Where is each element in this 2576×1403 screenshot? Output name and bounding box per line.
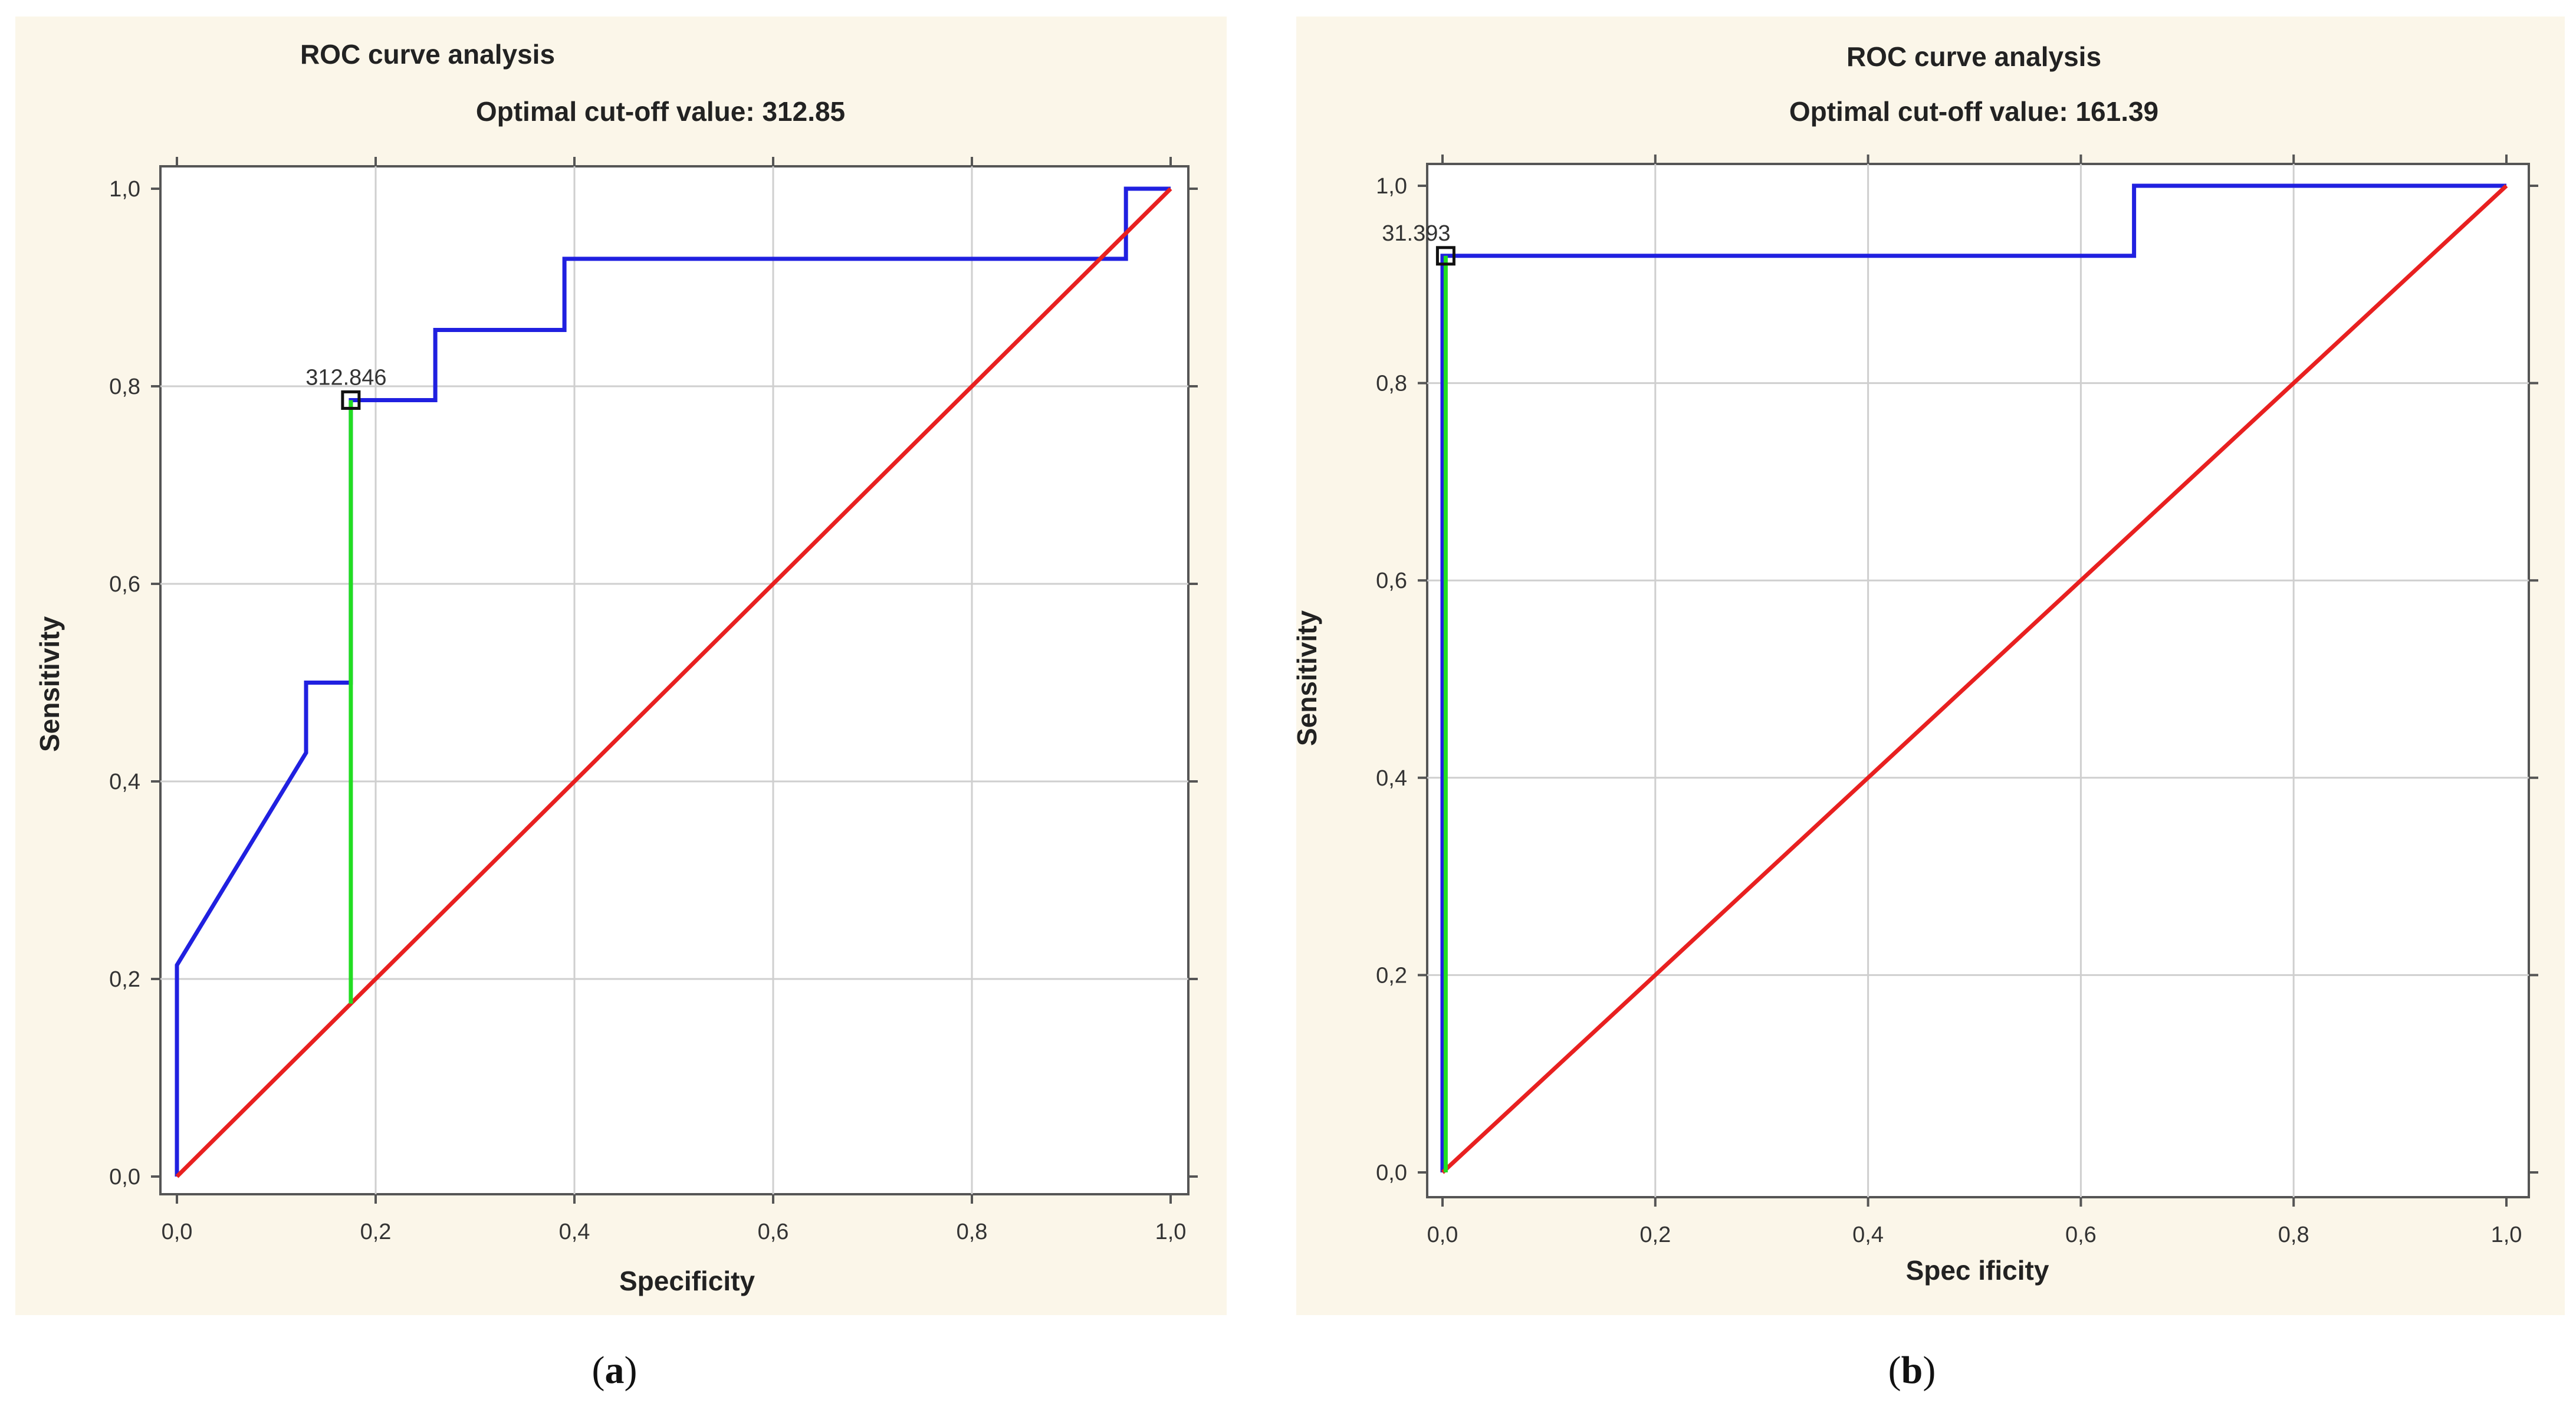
panel-caption: (a) <box>592 1349 638 1392</box>
roc-panel-b: 0,0 0,0 0,2 0,2 0,4 0,4 0,6 0,6 0,8 0,8 1,0 1,0 31.3… <box>1288 0 2576 1403</box>
x-tick-label: 0,0 <box>162 1220 193 1244</box>
optimal-cutoff-marker <box>1435 246 1455 266</box>
y-tick-label: 1,0 <box>109 177 140 202</box>
x-tick-label: 0,8 <box>957 1220 988 1244</box>
caption-letter: b <box>1901 1349 1923 1392</box>
x-axis-label: Spec ificity <box>1906 1255 2049 1286</box>
y-tick-label: 0,4 <box>1376 766 1407 791</box>
x-tick-label: 1,0 <box>2491 1223 2522 1247</box>
y-tick-label: 0,6 <box>109 572 140 597</box>
chart-subtitle: Optimal cut-off value: 312.85 <box>476 96 845 127</box>
caption-close-paren: ) <box>1923 1349 1936 1392</box>
optimal-cutoff-label: 31.393 <box>1382 221 1450 246</box>
y-tick-label: 0,8 <box>1376 372 1407 396</box>
x-tick-label: 0,6 <box>2065 1223 2097 1247</box>
roc-curve-line <box>175 186 1171 1177</box>
x-tick-label: 0,4 <box>559 1220 590 1244</box>
optimal-cutoff-marker <box>341 390 361 410</box>
x-tick-label: 1,0 <box>1155 1220 1187 1244</box>
roc-chart-b: 0,0 0,0 0,2 0,2 0,4 0,4 0,6 0,6 0,8 0,8 1,0 1,0 31.3… <box>1292 17 2565 1392</box>
y-tick-label: 1,0 <box>1376 174 1407 199</box>
y-axis-label: Sensitivity <box>1292 610 1322 747</box>
caption-open-paren: ( <box>1888 1349 1901 1392</box>
optimal-cutoff-label: 312.846 <box>305 365 386 390</box>
y-tick-label: 0,8 <box>109 374 140 399</box>
chart-title: ROC curve analysis <box>1846 41 2101 72</box>
x-tick-label: 0,0 <box>1427 1223 1458 1247</box>
y-axis-label: Sensitivity <box>34 616 65 753</box>
x-tick-label: 0,6 <box>758 1220 789 1244</box>
x-tick-label: 0,8 <box>2278 1223 2309 1247</box>
y-tick-label: 0,4 <box>109 770 140 794</box>
x-tick-label: 0,2 <box>360 1220 392 1244</box>
caption-open-paren: ( <box>592 1349 605 1392</box>
reference-diagonal-line <box>1441 184 2508 1174</box>
y-tick-label: 0,2 <box>1376 963 1407 988</box>
panel-caption: (b) <box>1888 1349 1936 1392</box>
chart-title: ROC curve analysis <box>300 39 555 70</box>
caption-close-paren: ) <box>625 1349 638 1392</box>
roc-curve-line <box>1440 183 2506 1172</box>
x-tick-label: 0,2 <box>1639 1223 1671 1247</box>
reference-diagonal-line <box>175 187 1172 1178</box>
x-tick-label: 0,4 <box>1852 1223 1884 1247</box>
y-tick-label: 0,0 <box>109 1165 140 1190</box>
y-tick-label: 0,2 <box>109 967 140 992</box>
roc-chart-a: 0,0 0,0 0,2 0,2 0,4 0,4 0,6 0,6 0,8 0,8 1,0 1,0 312.… <box>15 17 1227 1392</box>
caption-letter: a <box>605 1349 625 1392</box>
roc-panel-a: 0,0 0,0 0,2 0,2 0,4 0,4 0,6 0,6 0,8 0,8 1,0 1,0 312.… <box>15 17 1227 1392</box>
y-tick-label: 0,0 <box>1376 1161 1407 1185</box>
x-axis-label: Specificity <box>619 1266 755 1296</box>
y-tick-label: 0,6 <box>1376 569 1407 593</box>
chart-subtitle: Optimal cut-off value: 161.39 <box>1789 96 2158 127</box>
